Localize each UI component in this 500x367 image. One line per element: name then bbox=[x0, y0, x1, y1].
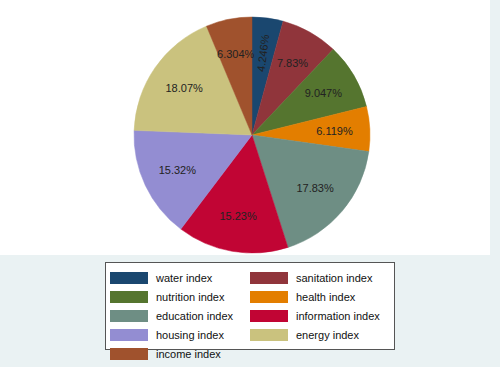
svg-text:6.119%: 6.119% bbox=[316, 125, 353, 137]
html-text:water index: water index bbox=[156, 271, 213, 284]
html-text:nutrition index: nutrition index bbox=[156, 290, 225, 303]
html-text:housing index: housing index bbox=[156, 328, 224, 341]
svg-text:6.304%: 6.304% bbox=[217, 48, 255, 60]
svg-text:17.83%: 17.83% bbox=[296, 182, 334, 194]
html-text:health index: health index bbox=[296, 290, 356, 303]
html-text:information index: information index bbox=[296, 309, 380, 322]
html-text:education index: education index bbox=[156, 309, 234, 322]
html-text:energy index: energy index bbox=[296, 328, 359, 341]
svg-text:4.246%: 4.246% bbox=[255, 34, 272, 73]
svg-text:15.23%: 15.23% bbox=[219, 210, 257, 222]
svg-text:7.83%: 7.83% bbox=[277, 57, 308, 69]
svg-text:9.047%: 9.047% bbox=[305, 87, 343, 99]
svg-text:18.07%: 18.07% bbox=[165, 82, 203, 94]
html-text:sanitation index: sanitation index bbox=[296, 271, 373, 284]
svg-text:15.32%: 15.32% bbox=[159, 164, 197, 176]
html-text:income index: income index bbox=[156, 347, 221, 360]
